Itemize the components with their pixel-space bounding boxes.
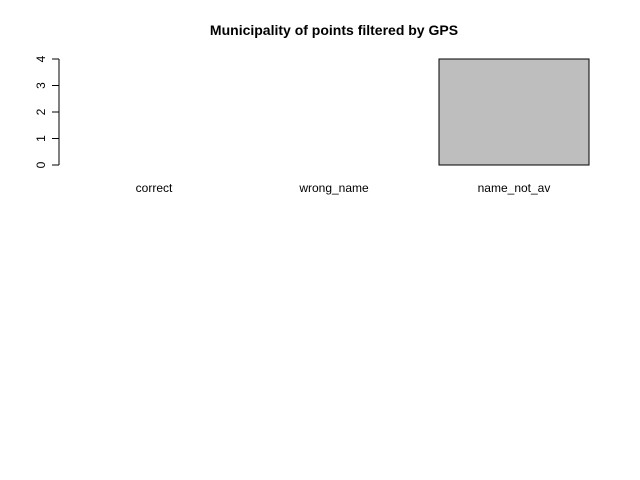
x-tick-label: wrong_name (298, 181, 369, 195)
y-tick-label: 3 (34, 82, 48, 89)
bar-name_not_av (438, 58, 590, 166)
x-tick-label: name_not_av (478, 181, 551, 195)
y-tick-label: 2 (34, 108, 48, 115)
chart-title: Municipality of points filtered by GPS (210, 22, 458, 38)
y-tick-label: 1 (34, 135, 48, 142)
x-axis-labels: correct wrong_name name_not_av (136, 181, 551, 195)
bars (438, 58, 590, 166)
y-tick-label: 0 (34, 161, 48, 168)
y-axis: 0 1 2 3 4 (34, 55, 60, 168)
x-tick-label: correct (136, 181, 173, 195)
y-tick-label: 4 (34, 55, 48, 62)
